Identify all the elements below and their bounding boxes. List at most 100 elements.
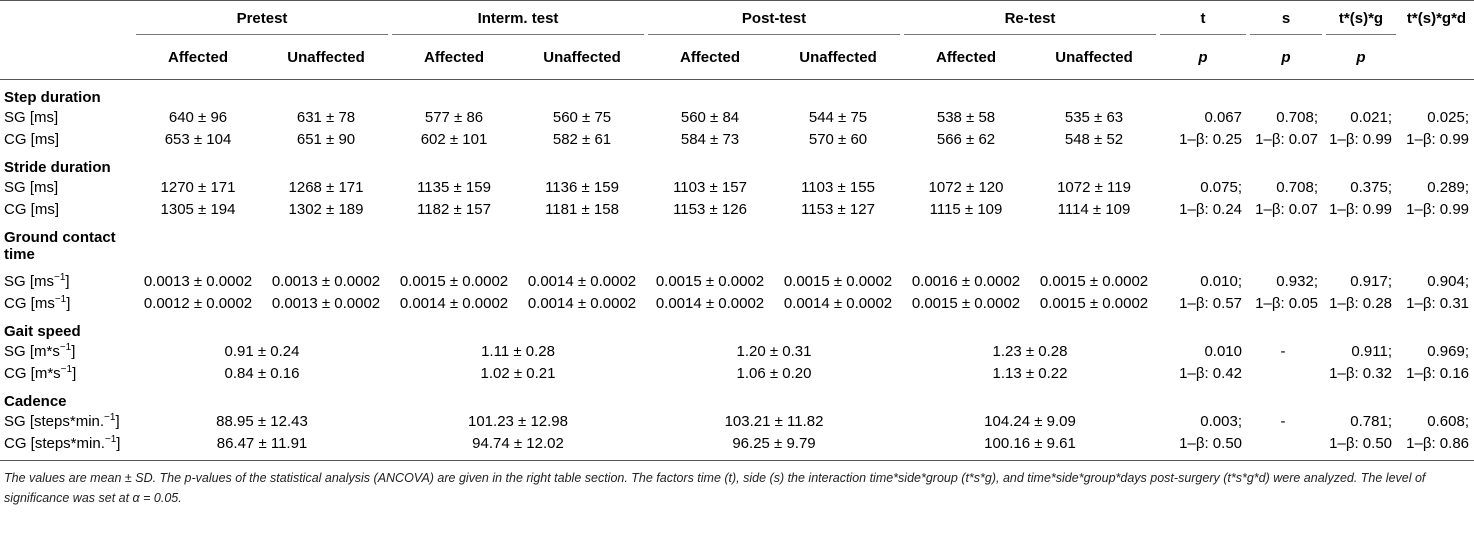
header-group-post: Post-test [646, 1, 902, 35]
stat-cell: 0.708; [1276, 178, 1318, 196]
stat-cell: 0.010 [1204, 342, 1242, 360]
table-cell: 602 ± 101 [420, 130, 488, 148]
stat-cell: - [1280, 412, 1286, 430]
header-p-label: p [1281, 48, 1291, 66]
header-sub-unaffected: Unaffected [543, 48, 621, 66]
table-cell: 0.0015 ± 0.0002 [911, 294, 1021, 312]
header-rule [0, 79, 1474, 80]
table-cell: 1181 ± 158 [545, 200, 619, 218]
stat-cell: 1–β: 0.16 [1406, 364, 1469, 382]
table-cell: 0.0012 ± 0.0002 [143, 294, 253, 312]
section-title-contact-line2: time [4, 246, 35, 263]
stat-cell: 0.375; [1350, 178, 1392, 196]
table-footnote: The values are mean ± SD. The p-values o… [4, 471, 1426, 505]
row-label: CG [ms−1] [4, 293, 71, 312]
header-sub-affected: Affected [679, 48, 740, 66]
stat-cell: 0.021; [1350, 108, 1392, 126]
header-corner [0, 1, 134, 35]
table-row: SG [ms] 1270 ± 171 1268 ± 171 1135 ± 159… [0, 176, 1474, 198]
table-cell: 631 ± 78 [296, 108, 356, 126]
table-row: CG [steps*min.−1] 86.47 ± 11.91 94.74 ± … [0, 432, 1474, 454]
header-stat-label: t*(s)*g [1338, 9, 1384, 27]
table-cell: 582 ± 61 [552, 130, 612, 148]
table-cell: 548 ± 52 [1064, 130, 1124, 148]
table-row: SG [steps*min.−1] 88.95 ± 12.43 101.23 ±… [0, 410, 1474, 432]
bottom-rule [0, 459, 1474, 461]
stat-cell: 0.003; [1200, 412, 1242, 430]
table-cell: 1.20 ± 0.31 [736, 342, 812, 360]
table-cell: 1135 ± 159 [417, 178, 491, 196]
header-p-label: p [1198, 48, 1208, 66]
table-cell: 1115 ± 109 [929, 200, 1003, 218]
table-cell: 1153 ± 127 [801, 200, 875, 218]
row-label: CG [ms] [4, 130, 59, 148]
header-sub-affected: Affected [167, 48, 228, 66]
table-cell: 1182 ± 157 [417, 200, 491, 218]
table-cell: 577 ± 86 [424, 108, 484, 126]
header-group-pretest: Pretest [134, 1, 390, 35]
table-cell: 100.16 ± 9.61 [984, 434, 1076, 452]
stat-cell: 0.708; [1276, 108, 1318, 126]
row-label: CG [m*s−1] [4, 363, 77, 382]
header-sub-affected: Affected [423, 48, 484, 66]
table-cell: 584 ± 73 [680, 130, 740, 148]
table-cell: 0.0013 ± 0.0002 [271, 294, 381, 312]
header-row-sub: Affected Unaffected Affected Unaffected … [0, 35, 1474, 80]
table-cell: 653 ± 104 [164, 130, 232, 148]
stat-cell: 1–β: 0.50 [1329, 434, 1392, 452]
table-cell: 0.0015 ± 0.0002 [655, 272, 765, 290]
stat-cell: 1–β: 0.28 [1329, 294, 1392, 312]
stat-cell: 0.904; [1427, 272, 1469, 290]
header-group-label: Re-test [1004, 9, 1056, 27]
table-cell: 0.0013 ± 0.0002 [143, 272, 253, 290]
table-cell: 103.21 ± 11.82 [724, 412, 824, 430]
header-sub-unaffected: Unaffected [287, 48, 365, 66]
table-cell: 560 ± 84 [680, 108, 740, 126]
section-title-cadence: Cadence [4, 393, 67, 410]
stat-cell: 0.075; [1200, 178, 1242, 196]
table-cell: 0.0014 ± 0.0002 [399, 294, 509, 312]
table-cell: 0.0015 ± 0.0002 [399, 272, 509, 290]
stat-cell: 1–β: 0.57 [1179, 294, 1242, 312]
header-stat-label: t [1200, 9, 1206, 27]
section-title-speed: Gait speed [4, 323, 81, 340]
stat-cell: 0.025; [1427, 108, 1469, 126]
row-label: SG [ms] [4, 108, 59, 126]
table-cell: 1270 ± 171 [160, 178, 236, 196]
table-cell: 570 ± 60 [808, 130, 868, 148]
table-row: SG [ms] 640 ± 96 631 ± 78 577 ± 86 560 ±… [0, 106, 1474, 128]
table-cell: 1.23 ± 0.28 [992, 342, 1068, 360]
header-sub-affected: Affected [935, 48, 996, 66]
stat-cell: 0.067 [1204, 108, 1242, 126]
header-row-groups: Pretest Interm. test Post-test Re-test t… [0, 1, 1474, 35]
section-title-step: Step duration [4, 89, 101, 106]
section-title-stride: Stride duration [4, 159, 111, 176]
table-cell: 651 ± 90 [296, 130, 356, 148]
header-group-label: Interm. test [477, 9, 559, 27]
table-cell: 0.0014 ± 0.0002 [655, 294, 765, 312]
table-cell: 0.0015 ± 0.0002 [783, 272, 893, 290]
table-cell: 1103 ± 155 [801, 178, 875, 196]
table-row: SG [ms−1] 0.0013 ± 0.0002 0.0013 ± 0.000… [0, 270, 1474, 292]
stat-cell: 1–β: 0.07 [1255, 200, 1318, 218]
header-p-empty [1398, 35, 1474, 80]
header-stat-s: s [1248, 1, 1324, 35]
table-cell: 0.84 ± 0.16 [224, 364, 300, 382]
table-cell: 1153 ± 126 [673, 200, 747, 218]
header-stat-label: t*(s)*g*d [1406, 9, 1467, 27]
table-cell: 1268 ± 171 [288, 178, 364, 196]
header-sub-unaffected: Unaffected [1055, 48, 1133, 66]
table-cell: 0.0014 ± 0.0002 [783, 294, 893, 312]
table-cell: 538 ± 58 [936, 108, 996, 126]
table-cell: 1072 ± 120 [928, 178, 1004, 196]
table-cell: 0.0016 ± 0.0002 [911, 272, 1021, 290]
row-label: CG [steps*min.−1] [4, 433, 121, 452]
table-cell: 1114 ± 109 [1057, 200, 1131, 218]
results-table-wrapper: Pretest Interm. test Post-test Re-test t… [0, 0, 1474, 461]
table-cell: 640 ± 96 [168, 108, 228, 126]
stat-cell: 1–β: 0.24 [1179, 200, 1242, 218]
header-stat-label: s [1281, 9, 1291, 27]
stat-cell: 1–β: 0.86 [1406, 434, 1469, 452]
stat-cell: 1–β: 0.25 [1179, 130, 1242, 148]
stat-cell: 0.969; [1427, 342, 1469, 360]
